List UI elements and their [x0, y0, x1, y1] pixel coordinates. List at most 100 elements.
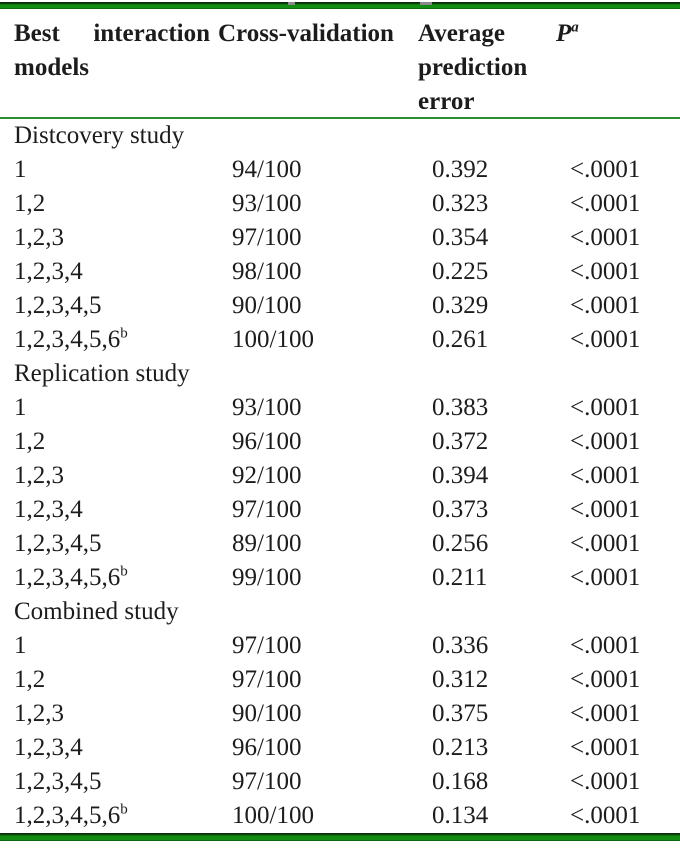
p-value-cell: <.0001 — [570, 462, 641, 489]
table-row: 1,2,3 97/100 0.354 <.0001 — [0, 221, 680, 255]
section-header-row: Combined study — [0, 595, 680, 629]
table-row: 1,2 97/100 0.312 <.0001 — [0, 663, 680, 697]
section-header-row: Replication study — [0, 357, 680, 391]
cross-validation-cell: 97/100 — [232, 224, 302, 251]
model-cell: 1 — [14, 156, 27, 183]
avg-prediction-error-cell: 0.312 — [432, 666, 489, 693]
section-label: Distcovery study — [14, 122, 185, 149]
header-bottom-rule — [0, 117, 680, 119]
table-row: 1,2,3,4,5 97/100 0.168 <.0001 — [0, 765, 680, 799]
p-value-cell: <.0001 — [570, 564, 641, 591]
table-row: 1,2,3,4,5,6b 100/100 0.134 <.0001 — [0, 799, 680, 833]
p-value-cell: <.0001 — [570, 802, 641, 829]
table-row: 1,2,3,4 98/100 0.225 <.0001 — [0, 255, 680, 289]
avg-prediction-error-cell: 0.213 — [432, 734, 489, 761]
model-cell: 1,2,3,4,5,6b — [14, 801, 128, 829]
table-body: Distcovery study 1 94/100 0.392 <.0001 1,2 93/… — [0, 119, 680, 833]
header-cross-validation: Cross-validation — [218, 20, 394, 47]
p-value-cell: <.0001 — [570, 190, 641, 217]
table-row: 1,2 96/100 0.372 <.0001 — [0, 425, 680, 459]
avg-prediction-error-cell: 0.354 — [432, 224, 489, 251]
avg-prediction-error-cell: 0.261 — [432, 326, 489, 353]
model-cell: 1,2,3 — [14, 462, 64, 489]
avg-prediction-error-cell: 0.373 — [432, 496, 489, 523]
avg-prediction-error-cell: 0.336 — [432, 632, 489, 659]
model-cell: 1 — [14, 394, 27, 421]
model-cell: 1,2 — [14, 666, 46, 693]
section-header-row: Distcovery study — [0, 119, 680, 153]
model-cell: 1,2,3,4,5 — [14, 292, 102, 319]
cross-validation-cell: 97/100 — [232, 632, 302, 659]
table-row: 1 93/100 0.383 <.0001 — [0, 391, 680, 425]
model-cell: 1,2,3,4 — [14, 258, 83, 285]
cross-validation-cell: 90/100 — [232, 700, 302, 727]
avg-prediction-error-cell: 0.211 — [432, 564, 488, 591]
cross-validation-cell: 97/100 — [232, 768, 302, 795]
p-value-cell: <.0001 — [570, 496, 641, 523]
model-cell: 1,2,3,4,5,6b — [14, 563, 128, 591]
cross-validation-cell: 97/100 — [232, 666, 302, 693]
p-value-cell: <.0001 — [570, 768, 641, 795]
model-cell: 1,2,3,4,5 — [14, 530, 102, 557]
model-cell: 1,2,3,4,5 — [14, 768, 102, 795]
model-cell: 1,2 — [14, 190, 46, 217]
table-row: 1,2,3,4 97/100 0.373 <.0001 — [0, 493, 680, 527]
p-value-cell: <.0001 — [570, 292, 641, 319]
p-value-cell: <.0001 — [570, 428, 641, 455]
p-value-cell: <.0001 — [570, 700, 641, 727]
avg-prediction-error-cell: 0.392 — [432, 156, 489, 183]
model-cell: 1,2,3 — [14, 700, 64, 727]
table-row: 1,2,3 92/100 0.394 <.0001 — [0, 459, 680, 493]
cross-validation-cell: 93/100 — [232, 190, 302, 217]
avg-prediction-error-cell: 0.383 — [432, 394, 489, 421]
table-row: 1 97/100 0.336 <.0001 — [0, 629, 680, 663]
avg-prediction-error-cell: 0.134 — [432, 802, 489, 829]
cross-validation-cell: 97/100 — [232, 496, 302, 523]
p-value-cell: <.0001 — [570, 326, 641, 353]
cross-validation-cell: 94/100 — [232, 156, 302, 183]
model-cell: 1,2,3,4 — [14, 496, 83, 523]
table-row: 1,2,3,4 96/100 0.213 <.0001 — [0, 731, 680, 765]
p-value-cell: <.0001 — [570, 258, 641, 285]
p-value-cell: <.0001 — [570, 632, 641, 659]
table-header-row: Best interaction models Cross-validation… — [0, 9, 680, 117]
cross-validation-cell: 100/100 — [232, 802, 314, 829]
avg-prediction-error-cell: 0.394 — [432, 462, 489, 489]
cross-validation-cell: 99/100 — [232, 564, 302, 591]
cross-validation-cell: 93/100 — [232, 394, 302, 421]
avg-prediction-error-cell: 0.168 — [432, 768, 489, 795]
table-row: 1,2,3 90/100 0.375 <.0001 — [0, 697, 680, 731]
avg-prediction-error-cell: 0.329 — [432, 292, 489, 319]
section-label: Replication study — [14, 360, 190, 387]
p-value-cell: <.0001 — [570, 666, 641, 693]
model-superscript: b — [120, 563, 128, 580]
avg-prediction-error-cell: 0.372 — [432, 428, 489, 455]
avg-prediction-error-cell: 0.256 — [432, 530, 489, 557]
avg-prediction-error-cell: 0.375 — [432, 700, 489, 727]
table-row: 1,2,3,4,5,6b 100/100 0.261 <.0001 — [0, 323, 680, 357]
p-value-cell: <.0001 — [570, 156, 641, 183]
model-cell: 1,2,3,4 — [14, 734, 83, 761]
cropped-text-artifact — [288, 2, 295, 5]
table-row: 1 94/100 0.392 <.0001 — [0, 153, 680, 187]
p-value-cell: <.0001 — [570, 394, 641, 421]
header-best-interaction-models: Best interaction models — [14, 20, 210, 81]
section-label: Combined study — [14, 598, 179, 625]
cross-validation-cell: 96/100 — [232, 428, 302, 455]
table-bottom-rule — [0, 833, 680, 841]
cross-validation-cell: 98/100 — [232, 258, 302, 285]
table-row: 1,2,3,4,5,6b 99/100 0.211 <.0001 — [0, 561, 680, 595]
p-superscript: a — [571, 19, 579, 36]
p-label: P — [556, 20, 572, 47]
p-value-cell: <.0001 — [570, 224, 641, 251]
header-p-value: Pa — [556, 17, 680, 51]
model-superscript: b — [120, 801, 128, 818]
table-row: 1,2,3,4,5 90/100 0.329 <.0001 — [0, 289, 680, 323]
model-cell: 1,2,3,4,5,6b — [14, 325, 128, 353]
p-value-cell: <.0001 — [570, 530, 641, 557]
cross-validation-cell: 90/100 — [232, 292, 302, 319]
cross-validation-cell: 96/100 — [232, 734, 302, 761]
table-row: 1,2,3,4,5 89/100 0.256 <.0001 — [0, 527, 680, 561]
cross-validation-cell: 92/100 — [232, 462, 302, 489]
